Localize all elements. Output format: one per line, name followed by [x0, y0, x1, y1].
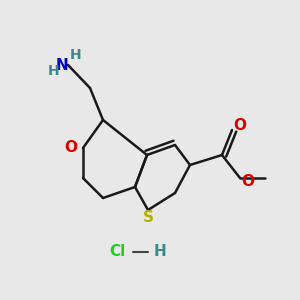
Text: O: O — [233, 118, 247, 134]
Text: O: O — [242, 175, 254, 190]
Text: Cl: Cl — [109, 244, 125, 260]
Text: H: H — [70, 48, 82, 62]
Text: S: S — [142, 211, 154, 226]
Text: N: N — [56, 58, 68, 73]
Text: O: O — [64, 140, 77, 155]
Text: H: H — [154, 244, 166, 260]
Text: H: H — [48, 64, 60, 78]
